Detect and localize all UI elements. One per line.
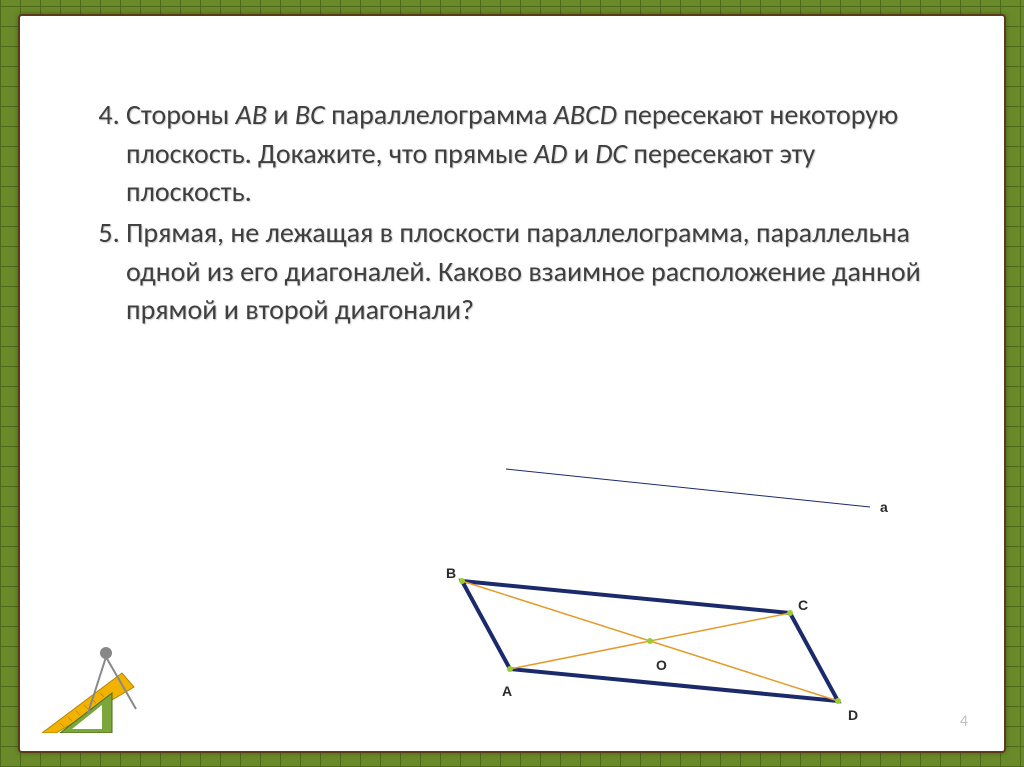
problem-4: Стороны AB и BC параллелограмма ABCD пер… bbox=[126, 96, 944, 212]
label-vertex-c: C bbox=[798, 597, 808, 613]
vertex-b bbox=[459, 578, 465, 584]
vertex-o bbox=[647, 638, 653, 644]
geometry-diagram bbox=[370, 441, 934, 721]
vertex-a bbox=[507, 666, 513, 672]
page-number: 4 bbox=[960, 712, 968, 731]
label-vertex-a: A bbox=[502, 683, 512, 699]
label-a-line: a bbox=[880, 499, 888, 515]
vertex-c bbox=[787, 610, 793, 616]
label-vertex-d: D bbox=[848, 707, 858, 723]
vertex-d bbox=[835, 698, 841, 704]
content-frame: Стороны AB и BC параллелограмма ABCD пер… bbox=[18, 14, 1006, 753]
problem-list: Стороны AB и BC параллелограмма ABCD пер… bbox=[80, 96, 944, 332]
label-vertex-o: O bbox=[656, 657, 667, 673]
corner-art-icon bbox=[42, 623, 162, 733]
slide-background: Стороны AB и BC параллелограмма ABCD пер… bbox=[0, 0, 1024, 767]
label-vertex-b: B bbox=[446, 565, 456, 581]
line-a bbox=[506, 469, 870, 507]
problem-5: Прямая, не лежащая в плоскости параллело… bbox=[126, 214, 944, 330]
